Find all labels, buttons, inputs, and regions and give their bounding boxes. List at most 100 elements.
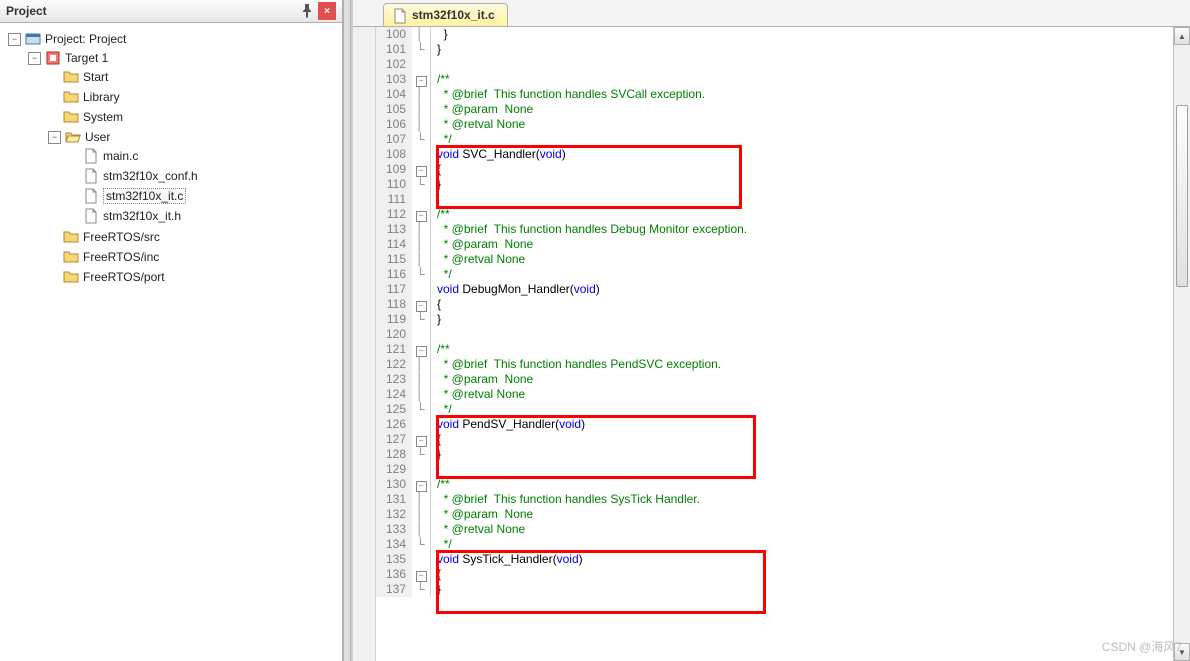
- collapse-icon[interactable]: −: [48, 131, 61, 144]
- code-line[interactable]: 119└}: [376, 312, 1173, 327]
- code-line[interactable]: 131│ * @brief This function handles SysT…: [376, 492, 1173, 507]
- folder-icon: [63, 229, 79, 245]
- tree-item[interactable]: Library: [48, 88, 338, 106]
- tree-item[interactable]: System: [48, 108, 338, 126]
- code-line[interactable]: 126void PendSV_Handler(void): [376, 417, 1173, 432]
- code-line[interactable]: 103−/**: [376, 72, 1173, 87]
- tree-item[interactable]: main.c: [68, 147, 338, 165]
- fold-gutter[interactable]: −: [412, 477, 431, 492]
- fold-gutter[interactable]: −: [412, 207, 431, 222]
- project-tree[interactable]: −Project: Project−Target 1Start Library Sy…: [0, 23, 342, 661]
- code-line[interactable]: 104│ * @brief This function handles SVCa…: [376, 87, 1173, 102]
- fold-gutter[interactable]: −: [412, 72, 431, 87]
- code-line[interactable]: 112−/**: [376, 207, 1173, 222]
- line-number: 109: [376, 162, 412, 177]
- line-number: 113: [376, 222, 412, 237]
- code-line[interactable]: 110└}: [376, 177, 1173, 192]
- vertical-splitter[interactable]: [343, 0, 351, 661]
- tree-item[interactable]: stm32f10x_conf.h: [68, 167, 338, 185]
- code-line[interactable]: 135void SysTick_Handler(void): [376, 552, 1173, 567]
- line-number: 131: [376, 492, 412, 507]
- code-line[interactable]: 134└ */: [376, 537, 1173, 552]
- tree-item[interactable]: stm32f10x_it.h: [68, 207, 338, 225]
- fold-gutter: └: [412, 582, 431, 597]
- code-line[interactable]: 102: [376, 57, 1173, 72]
- code-text: void SysTick_Handler(void): [431, 552, 583, 567]
- expander-empty: [68, 211, 79, 222]
- line-number: 119: [376, 312, 412, 327]
- code-line[interactable]: 120: [376, 327, 1173, 342]
- fold-gutter: [412, 282, 431, 297]
- panel-close-button[interactable]: ×: [318, 2, 336, 20]
- fold-gutter: │: [412, 237, 431, 252]
- line-number: 124: [376, 387, 412, 402]
- editor-tab[interactable]: stm32f10x_it.c: [383, 3, 508, 26]
- vertical-scrollbar[interactable]: ▲ ▼: [1173, 27, 1190, 661]
- code-lines[interactable]: 100│ }101└}102103−/**104│ * @brief This …: [376, 27, 1173, 661]
- code-line[interactable]: 117void DebugMon_Handler(void): [376, 282, 1173, 297]
- tree-item[interactable]: −Project: Project: [8, 30, 338, 48]
- fold-gutter[interactable]: −: [412, 342, 431, 357]
- code-line[interactable]: 116└ */: [376, 267, 1173, 282]
- code-line[interactable]: 109−{: [376, 162, 1173, 177]
- code-text: */: [431, 267, 452, 282]
- code-line[interactable]: 100│ }: [376, 27, 1173, 42]
- code-text: * @param None: [431, 507, 533, 522]
- tree-item[interactable]: FreeRTOS/inc: [48, 248, 338, 266]
- collapse-icon[interactable]: −: [8, 33, 21, 46]
- code-line[interactable]: 133│ * @retval None: [376, 522, 1173, 537]
- code-line[interactable]: 122│ * @brief This function handles Pend…: [376, 357, 1173, 372]
- code-line[interactable]: 101└}: [376, 42, 1173, 57]
- breakpoint-margin[interactable]: [353, 27, 376, 661]
- code-line[interactable]: 124│ * @retval None: [376, 387, 1173, 402]
- code-line[interactable]: 108void SVC_Handler(void): [376, 147, 1173, 162]
- code-line[interactable]: 111: [376, 192, 1173, 207]
- fold-gutter: │: [412, 507, 431, 522]
- line-number: 103: [376, 72, 412, 87]
- code-line[interactable]: 118−{: [376, 297, 1173, 312]
- code-line[interactable]: 121−/**: [376, 342, 1173, 357]
- code-line[interactable]: 123│ * @param None: [376, 372, 1173, 387]
- code-line[interactable]: 115│ * @retval None: [376, 252, 1173, 267]
- code-line[interactable]: 136−{: [376, 567, 1173, 582]
- code-line[interactable]: 113│ * @brief This function handles Debu…: [376, 222, 1173, 237]
- fold-gutter: └: [412, 42, 431, 57]
- fold-gutter[interactable]: −: [412, 567, 431, 582]
- fold-gutter: └: [412, 537, 431, 552]
- line-number: 123: [376, 372, 412, 387]
- fold-gutter: [412, 417, 431, 432]
- scroll-up-button[interactable]: ▲: [1174, 27, 1190, 45]
- code-line[interactable]: 125└ */: [376, 402, 1173, 417]
- fold-gutter: [412, 192, 431, 207]
- code-line[interactable]: 129: [376, 462, 1173, 477]
- fold-gutter[interactable]: −: [412, 297, 431, 312]
- code-line[interactable]: 127−{: [376, 432, 1173, 447]
- code-line[interactable]: 132│ * @param None: [376, 507, 1173, 522]
- fold-gutter[interactable]: −: [412, 432, 431, 447]
- tree-item[interactable]: −Target 1: [28, 49, 338, 67]
- line-number: 107: [376, 132, 412, 147]
- tree-item[interactable]: FreeRTOS/src: [48, 228, 338, 246]
- code-line[interactable]: 107└ */: [376, 132, 1173, 147]
- tree-item[interactable]: stm32f10x_it.c: [68, 187, 338, 205]
- code-text: */: [431, 402, 452, 417]
- code-line[interactable]: 130−/**: [376, 477, 1173, 492]
- line-number: 114: [376, 237, 412, 252]
- tree-item[interactable]: FreeRTOS/port: [48, 268, 338, 286]
- tree-item[interactable]: Start: [48, 68, 338, 86]
- code-text: * @param None: [431, 372, 533, 387]
- code-text: }: [431, 312, 441, 327]
- scroll-track[interactable]: [1174, 45, 1190, 643]
- line-number: 121: [376, 342, 412, 357]
- file-icon: [83, 188, 99, 204]
- collapse-icon[interactable]: −: [28, 52, 41, 65]
- code-line[interactable]: 106│ * @retval None: [376, 117, 1173, 132]
- tree-item[interactable]: −User: [48, 128, 338, 146]
- code-line[interactable]: 128└}: [376, 447, 1173, 462]
- code-line[interactable]: 114│ * @param None: [376, 237, 1173, 252]
- code-line[interactable]: 137└}: [376, 582, 1173, 597]
- fold-gutter[interactable]: −: [412, 162, 431, 177]
- panel-pin-icon[interactable]: [298, 2, 316, 20]
- scroll-thumb[interactable]: [1176, 105, 1188, 287]
- code-line[interactable]: 105│ * @param None: [376, 102, 1173, 117]
